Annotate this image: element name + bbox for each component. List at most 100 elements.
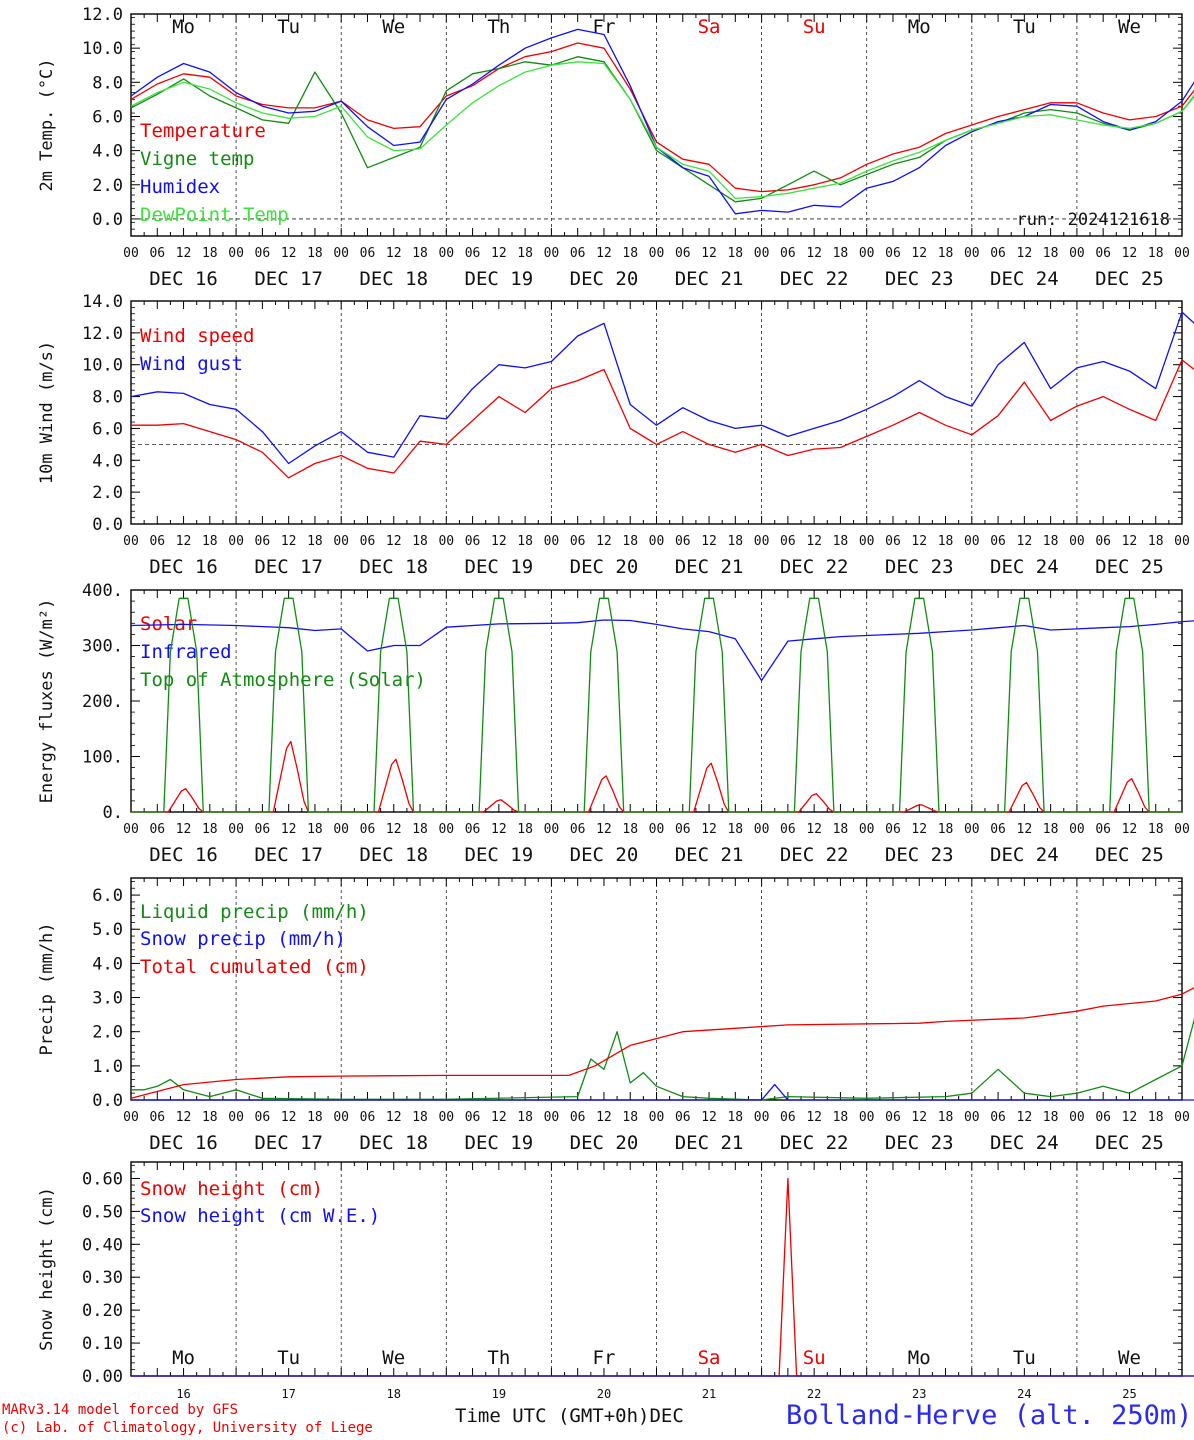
x-tick-label: 12 [491,822,507,837]
panel-3: 400. 300. 200. 100. 0. Energy fluxes (W/m²) 00… [37,581,1194,866]
x-tick-label: 12 [1017,246,1033,261]
date-label: DEC 16 [149,268,218,290]
date-label: DEC 21 [675,556,744,578]
legend-humidex: Humidex [140,176,220,198]
date-label: DEC 19 [465,556,534,578]
date-label: DEC 24 [990,1132,1059,1154]
date-label: DEC 20 [570,1132,639,1154]
x-tick-label: 12 [701,1110,717,1125]
weekday-label: Th [487,1347,510,1369]
station-name: Bolland-Herve (alt. 250m) [786,1400,1193,1431]
x-tick-label: 06 [780,822,796,837]
y-tick-label: 4.0 [92,451,123,471]
legend-wind-gust: Wind gust [140,353,243,375]
x-tick-label: 06 [1095,822,1111,837]
month-label: DEC [649,1405,684,1427]
legend-top-of-atmosphere-solar: Top of Atmosphere (Solar) [140,669,426,691]
x-tick-label: 06 [255,246,271,261]
y-tick-label: 1.0 [92,1057,123,1077]
day-number-label: 25 [1122,1387,1136,1401]
x-tick-label: 00 [544,822,560,837]
x-tick-label: 12 [386,822,402,837]
x-tick-label: 06 [570,1110,586,1125]
series-line-dewpoint-temp [130,61,1194,200]
x-tick-label: 06 [675,246,691,261]
y-tick-label: 0.10 [82,1334,123,1354]
x-tick-label: 00 [228,534,244,549]
x-tick-label: 18 [412,822,428,837]
x-tick-label: 12 [1122,822,1138,837]
weekday-label: We [1118,1347,1141,1369]
x-tick-label: 00 [1069,822,1085,837]
x-tick-label: 06 [675,1110,691,1125]
weekday-label: Fr [593,1347,616,1369]
x-tick-label: 12 [176,246,192,261]
x-tick-label: 06 [570,246,586,261]
y-tick-label: 300. [82,637,123,657]
weekday-label: Tu [1013,1347,1036,1369]
x-tick-label: 18 [833,534,849,549]
y-tick-label: 2.0 [92,1023,123,1043]
x-tick-label: 12 [596,246,612,261]
x-tick-label: 18 [833,246,849,261]
panel-4: 6.0 5.0 4.0 3.0 2.0 1.0 0.0 Precip (mm/h) 00 06 12… [37,877,1194,1154]
y-tick-label: 10.0 [82,39,123,59]
y-axis-label: 2m Temp. (°C) [37,58,57,191]
date-label: DEC 23 [885,844,954,866]
y-tick-label: 2.0 [92,483,123,503]
x-tick-label: 00 [1174,822,1190,837]
x-tick-label: 06 [885,1110,901,1125]
day-number-label: 20 [597,1387,611,1401]
weekday-label: We [1118,16,1141,38]
x-tick-label: 18 [833,1110,849,1125]
y-tick-label: 0.30 [82,1268,123,1288]
series-line-vigne-temp [130,56,1194,203]
date-label: DEC 21 [675,268,744,290]
x-tick-label: 12 [806,534,822,549]
y-tick-label: 3.0 [92,989,123,1009]
x-tick-label: 12 [596,822,612,837]
series-line-top-of-atmosphere-solar [131,597,1182,813]
y-tick-label: 200. [82,692,123,712]
x-tick-label: 06 [149,1110,165,1125]
x-tick-label: 12 [806,1110,822,1125]
weekday-label: Fr [593,16,616,38]
x-tick-label: 18 [307,822,323,837]
x-tick-label: 18 [517,1110,533,1125]
x-tick-label: 18 [202,822,218,837]
y-tick-label: 0.20 [82,1301,123,1321]
x-tick-label: 06 [1095,534,1111,549]
date-label: DEC 19 [465,268,534,290]
x-tick-label: 18 [622,822,638,837]
x-tick-label: 06 [255,822,271,837]
weekday-label: Tu [277,16,300,38]
x-tick-label: 18 [727,822,743,837]
x-tick-label: 06 [570,534,586,549]
x-tick-label: 12 [701,822,717,837]
x-tick-label: 12 [1017,534,1033,549]
date-label: DEC 22 [780,1132,849,1154]
x-tick-label: 18 [517,246,533,261]
x-tick-label: 12 [701,534,717,549]
x-tick-label: 18 [1043,534,1059,549]
y-tick-label: 14.0 [82,292,123,312]
x-tick-label: 06 [885,246,901,261]
x-tick-label: 00 [544,534,560,549]
weekday-label: Tu [277,1347,300,1369]
x-tick-label: 06 [1095,1110,1111,1125]
date-label: DEC 16 [149,844,218,866]
date-label: DEC 19 [465,844,534,866]
x-tick-label: 06 [255,1110,271,1125]
legend-dewpoint-temp: DewPoint Temp [140,204,289,226]
series-line-liquid-precip-mm-h [131,1018,1194,1101]
x-tick-label: 18 [1148,246,1164,261]
x-tick-label: 00 [438,534,454,549]
day-number-label: 24 [1017,1387,1031,1401]
x-tick-label: 18 [1043,822,1059,837]
x-tick-label: 00 [544,1110,560,1125]
x-tick-label: 06 [149,534,165,549]
date-label: DEC 24 [990,844,1059,866]
date-label: DEC 23 [885,268,954,290]
x-tick-label: 12 [176,1110,192,1125]
x-tick-label: 18 [938,534,954,549]
